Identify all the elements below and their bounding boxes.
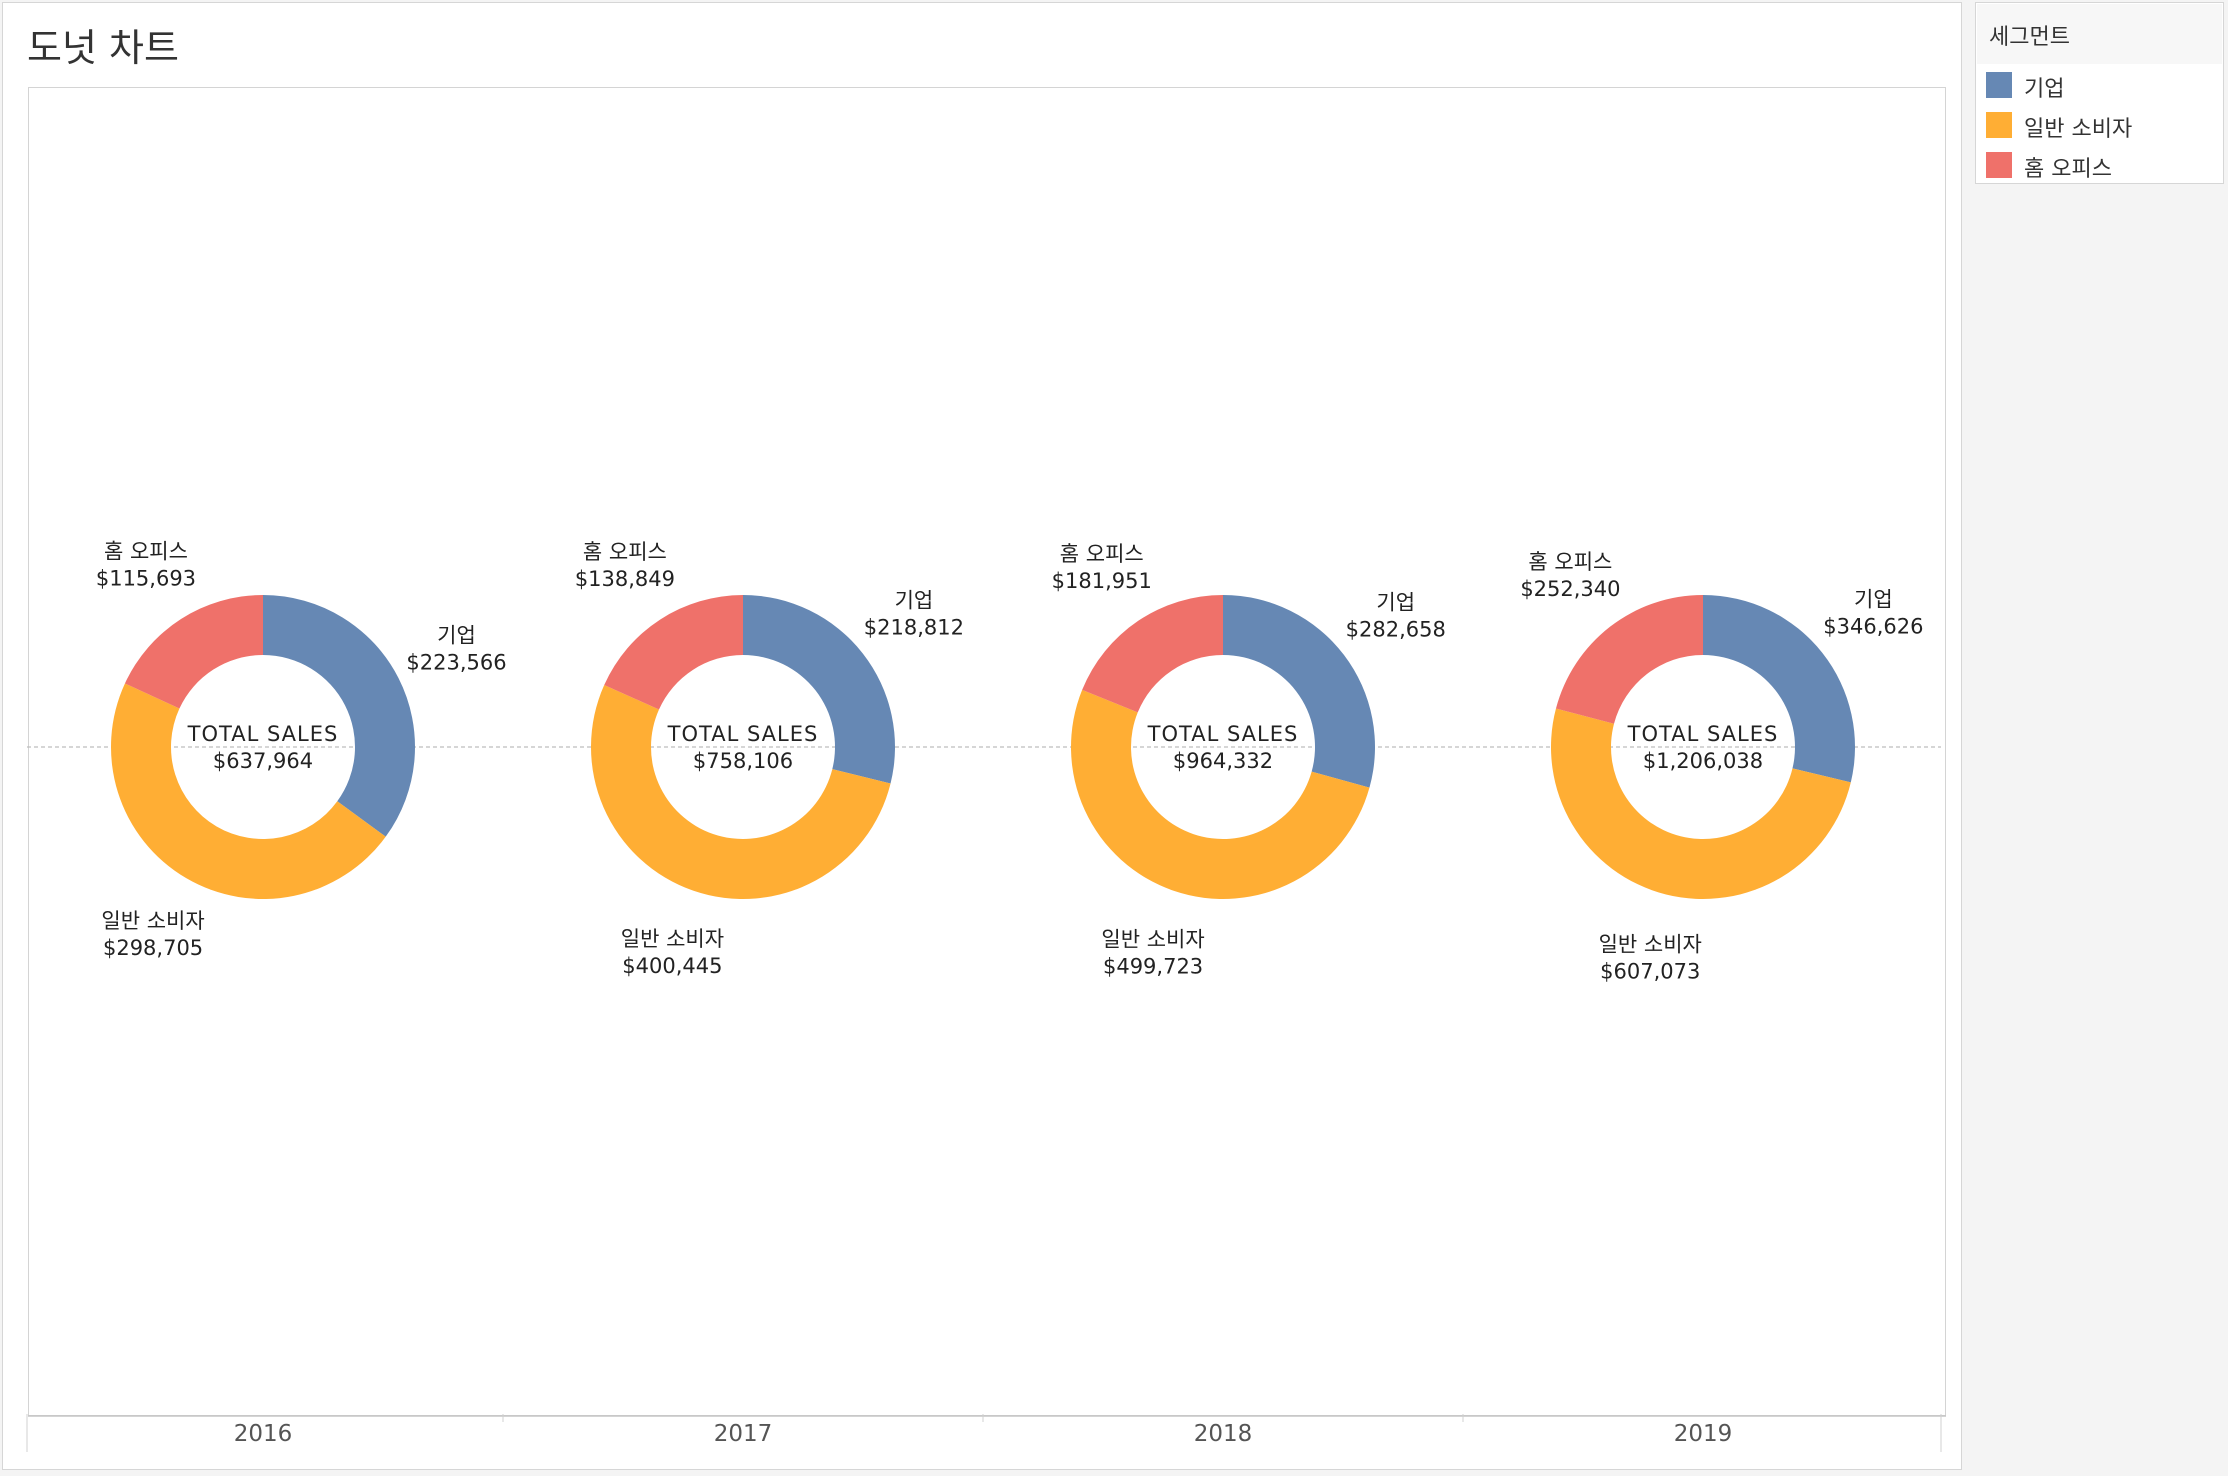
slice-label-name-home-office: 홈 오피스 (104, 539, 188, 563)
slice-label-value-consumer: $607,073 (1600, 959, 1700, 983)
slice-label-value-corporate: $346,626 (1823, 615, 1923, 639)
slice-label-name-corporate: 기업 (1854, 588, 1893, 612)
legend-swatch-home-office (1986, 152, 2012, 178)
donut-slice-consumer-2017 (590, 685, 891, 899)
slice-label-value-home-office: $252,340 (1520, 577, 1620, 601)
donut-slice-consumer-2018 (1071, 689, 1370, 899)
donut-slice-home-office-2016 (124, 595, 263, 709)
legend-label-corporate: 기업 (2024, 77, 2065, 102)
center-label-total: $637,964 (213, 749, 313, 773)
donut-slice-home-office-2019 (1555, 595, 1703, 724)
legend-title: 세그먼트 (1989, 25, 2070, 50)
slice-label-name-home-office: 홈 오피스 (583, 540, 667, 564)
legend-item-home-office[interactable]: 홈 오피스 (1986, 149, 2216, 182)
legend-item-consumer[interactable]: 일반 소비자 (1986, 109, 2216, 142)
x-tick-label-2018: 2018 (1194, 1421, 1253, 1447)
slice-label-name-consumer: 일반 소비자 (1101, 927, 1204, 951)
legend-label-home-office: 홈 오피스 (2024, 157, 2112, 182)
donut-slice-consumer-2016 (111, 683, 386, 899)
slice-label-value-consumer: $298,705 (103, 936, 203, 960)
slice-label-value-consumer: $400,445 (622, 954, 722, 978)
x-tick-label-2019: 2019 (1674, 1421, 1733, 1447)
legend-label-consumer: 일반 소비자 (2024, 117, 2133, 142)
slice-label-name-consumer: 일반 소비자 (101, 909, 204, 933)
slice-label-value-corporate: $282,658 (1346, 618, 1446, 642)
legend: 세그먼트 기업 일반 소비자 홈 오피스 (1975, 2, 2224, 184)
legend-header (1977, 4, 2222, 64)
slice-label-name-corporate: 기업 (1376, 591, 1415, 615)
donut-slice-corporate-2017 (743, 595, 896, 784)
slice-label-value-home-office: $181,951 (1052, 569, 1152, 593)
center-label-title: TOTAL SALES (1147, 722, 1299, 746)
donut-slice-consumer-2019 (1550, 708, 1851, 900)
center-label-total: $964,332 (1173, 749, 1273, 773)
legend-item-corporate[interactable]: 기업 (1986, 69, 2216, 102)
slice-label-value-consumer: $499,723 (1103, 954, 1203, 978)
center-label-title: TOTAL SALES (1627, 722, 1779, 746)
x-axis (28, 1415, 1946, 1455)
x-tick-label-2016: 2016 (234, 1421, 293, 1447)
donut-slice-corporate-2016 (263, 595, 415, 837)
slice-label-value-corporate: $223,566 (406, 651, 506, 675)
donut-slice-home-office-2017 (604, 595, 743, 710)
slice-label-name-corporate: 기업 (895, 588, 934, 612)
slice-label-name-consumer: 일반 소비자 (1599, 932, 1702, 956)
chart-title: 도넛 차트 (27, 26, 179, 70)
slice-label-value-home-office: $138,849 (575, 567, 675, 591)
slice-label-name-home-office: 홈 오피스 (1528, 550, 1612, 574)
slice-label-name-consumer: 일반 소비자 (621, 927, 724, 951)
center-label-title: TOTAL SALES (187, 722, 339, 746)
donut-slice-home-office-2018 (1082, 595, 1223, 713)
slice-label-name-home-office: 홈 오피스 (1060, 542, 1144, 566)
legend-swatch-consumer (1986, 112, 2012, 138)
donut-slice-corporate-2019 (1703, 595, 1855, 783)
slice-label-value-corporate: $218,812 (864, 615, 964, 639)
center-label-total: $758,106 (693, 749, 793, 773)
x-tick-label-2017: 2017 (714, 1421, 773, 1447)
donut-slice-corporate-2018 (1223, 595, 1375, 788)
center-label-total: $1,206,038 (1643, 749, 1763, 773)
center-label-title: TOTAL SALES (667, 722, 819, 746)
plot-area (28, 87, 1946, 1417)
slice-label-value-home-office: $115,693 (96, 566, 196, 590)
legend-swatch-corporate (1986, 72, 2012, 98)
dashboard: 도넛 차트 (2, 2, 1962, 1470)
slice-label-name-corporate: 기업 (437, 624, 476, 648)
